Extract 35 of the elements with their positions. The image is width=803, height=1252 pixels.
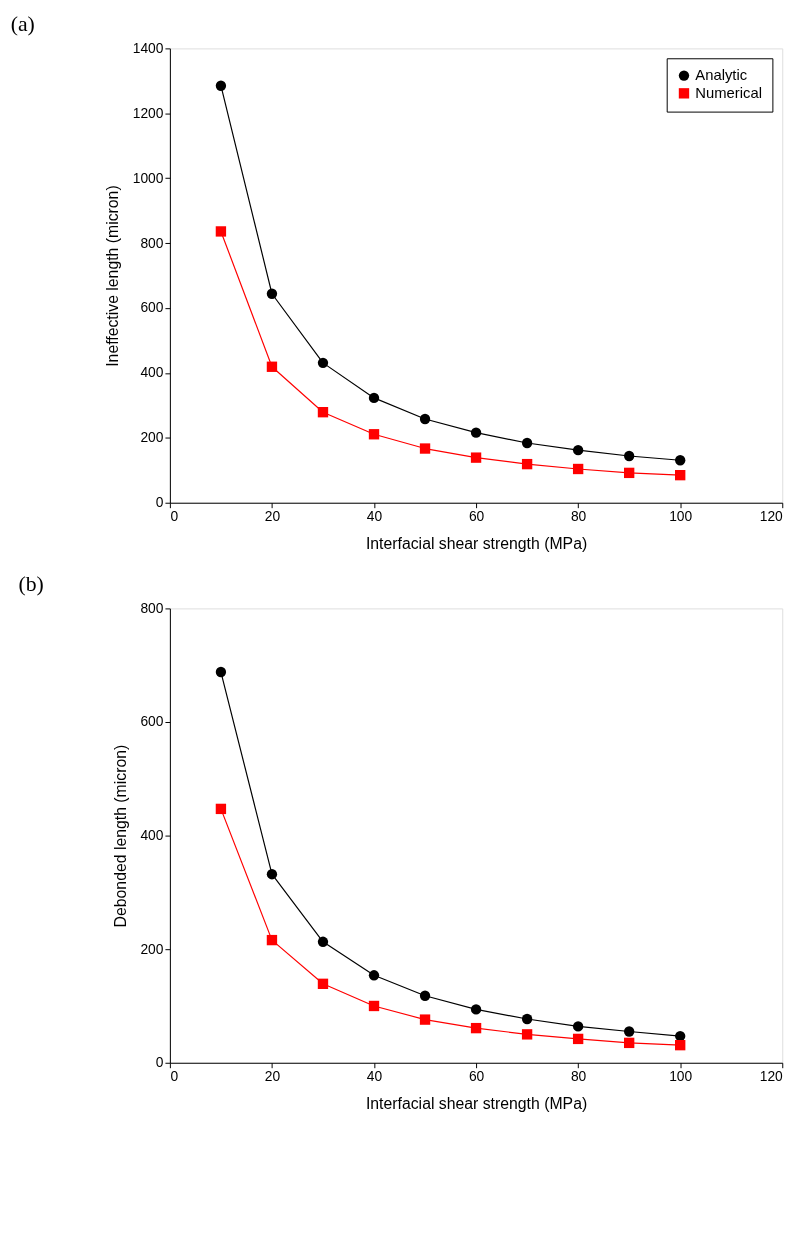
y-tick-label: 1000 [132,169,164,186]
y-tick-label: 400 [140,364,164,381]
legend-label: Numerical [695,85,762,102]
x-axis-title: Interfacial shear strength (MPa) [365,534,588,552]
x-tick-label: 60 [468,508,485,525]
x-tick-label: 0 [170,508,179,525]
x-tick-label: 20 [264,1068,281,1085]
y-tick-label: 200 [140,940,164,957]
chart-title: (b) [18,571,44,596]
y-tick-label: 1200 [132,104,164,121]
y-tick-label: 600 [140,713,164,730]
x-tick-label: 40 [366,508,383,525]
x-tick-label: 80 [570,1068,587,1085]
x-tick-label: 60 [468,1068,485,1085]
x-tick-label: 80 [570,508,587,525]
x-tick-label: 120 [759,508,784,525]
y-tick-label: 200 [140,429,164,446]
y-tick-label: 400 [140,827,164,844]
x-tick-label: 100 [669,1068,693,1085]
legend-label: Analytic [695,67,748,84]
y-tick-label: 800 [140,234,164,251]
y-tick-label: 1400 [132,39,164,56]
y-axis-title: Debonded length (micron) [111,744,129,928]
x-tick-label: 0 [170,1068,179,1085]
x-tick-label: 20 [264,508,281,525]
y-tick-label: 600 [140,299,164,316]
y-tick-label: 0 [155,494,164,511]
y-axis-title: Ineffective length (micron) [103,185,121,367]
y-tick-label: 0 [155,1054,164,1071]
y-tick-label: 800 [140,599,164,616]
x-axis-title: Interfacial shear strength (MPa) [365,1094,588,1112]
chart-title: (a) [10,11,35,36]
x-tick-label: 40 [366,1068,383,1085]
x-tick-label: 100 [669,508,693,525]
x-tick-label: 120 [759,1068,784,1085]
